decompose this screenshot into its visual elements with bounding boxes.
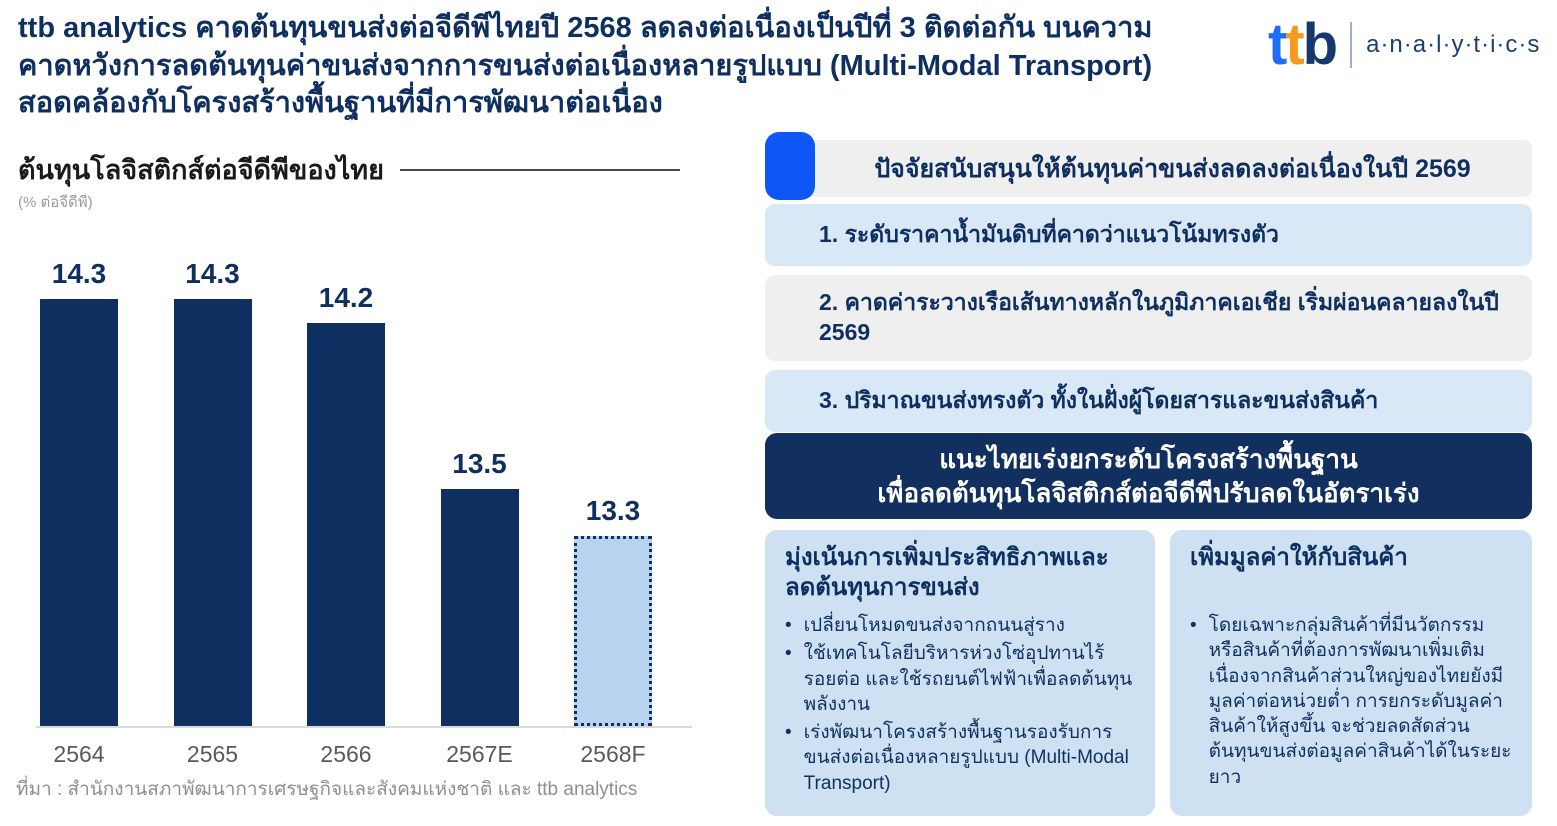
bar bbox=[307, 323, 385, 726]
page-title-line-3: สอดคล้องกับโครงสร้างพื้นฐานที่มีการพัฒนา… bbox=[18, 87, 663, 120]
factors-list: 1. ระดับราคาน้ำมันดิบที่คาดว่าแนวโน้มทรง… bbox=[765, 204, 1532, 441]
bullet-marker: • bbox=[1190, 615, 1197, 636]
bar-slot-2566: 14.2 bbox=[307, 282, 385, 726]
column-bullet-list: • เปลี่ยนโหมดขนส่งจากถนนสู่ราง • ใช้เทคโนโล… bbox=[785, 613, 1135, 796]
bar-slot-2565: 14.3 bbox=[173, 258, 252, 726]
bar-slot-2564: 14.3 bbox=[40, 258, 118, 726]
x-axis-line bbox=[36, 726, 692, 728]
bar-slot-2567E: 13.5 bbox=[440, 448, 519, 726]
bar bbox=[440, 489, 519, 726]
bullet-marker: • bbox=[785, 643, 792, 665]
bullet-item: • ใช้เทคโนโลยีบริหารห่วงโซ่อุปทานไร้รอยต่… bbox=[785, 641, 1135, 717]
x-axis-labels: 2564 2565 2566 2567E 2568F bbox=[40, 741, 652, 768]
bullet-marker: • bbox=[785, 722, 792, 744]
factor-box-3: 3. ปริมาณขนส่งทรงตัว ทั้งในฝั่งผู้โดยสาร… bbox=[765, 369, 1532, 432]
logo-analytics-text: a·n·a·l·y·t·i·c·s bbox=[1366, 31, 1541, 58]
x-axis-label: 2566 bbox=[320, 741, 372, 767]
page-title-line-2: คาดหวังการลดต้นทุนค่าขนส่งจากการขนส่งต่อ… bbox=[18, 49, 1153, 82]
bullet-text: ใช้เทคโนโลยีบริหารห่วงโซ่อุปทานไร้รอยต่อ… bbox=[803, 643, 1133, 715]
bar-forecast bbox=[574, 536, 652, 726]
bar-value-label: 13.5 bbox=[452, 448, 507, 479]
logo-divider bbox=[1350, 22, 1353, 68]
chart-subtitle: (% ต่อจีดีพี) bbox=[18, 194, 93, 211]
factor-box-2: 2. คาดค่าระวางเรือเส้นทางหลักในภูมิภาคเอ… bbox=[765, 275, 1532, 361]
column-efficiency: มุ่งเน้นการเพิ่มประสิทธิภาพและลดต้นทุนกา… bbox=[765, 530, 1155, 816]
x-axis-label: 2567E bbox=[446, 741, 513, 767]
recommendation-columns: มุ่งเน้นการเพิ่มประสิทธิภาพและลดต้นทุนกา… bbox=[765, 530, 1532, 816]
column-value-added: เพิ่มมูลค่าให้กับสินค้า • โดยเฉพาะกลุ่มสิน… bbox=[1170, 530, 1532, 816]
bar-value-label: 14.2 bbox=[318, 282, 374, 313]
bullet-marker: • bbox=[785, 615, 792, 636]
factors-header-text: ปัจจัยสนับสนุนให้ต้นทุนค่าขนส่งลดลงต่อเน… bbox=[874, 154, 1471, 183]
bar-value-label: 14.3 bbox=[51, 258, 107, 289]
bar-slot-2568F: 13.3 bbox=[574, 495, 652, 726]
blue-square-icon bbox=[765, 132, 815, 200]
ttb-letter-b: b bbox=[1302, 12, 1338, 77]
ttb-letter-t2: t bbox=[1285, 12, 1304, 77]
bar-plot: 14.3 14.3 14.2 13.5 13.3 bbox=[40, 240, 652, 726]
recommendation-banner: แนะไทยเร่งยกระดับโครงสร้างพื้นฐาน เพื่อล… bbox=[765, 433, 1532, 519]
page-title: ttb analytics คาดต้นทุนขนส่งต่อจีดีพีไทย… bbox=[18, 10, 1248, 123]
bullet-item: • โดยเฉพาะกลุ่มสินค้าที่มีนวัตกรรมหรือสิน… bbox=[1190, 613, 1512, 790]
factors-header: ปัจจัยสนับสนุนให้ต้นทุนค่าขนส่งลดลงต่อเน… bbox=[765, 132, 1532, 200]
bullet-item: • เปลี่ยนโหมดขนส่งจากถนนสู่ราง bbox=[785, 613, 1135, 638]
column-heading: เพิ่มมูลค่าให้กับสินค้า bbox=[1190, 544, 1408, 571]
page-title-line-1: ttb analytics คาดต้นทุนขนส่งต่อจีดีพีไทย… bbox=[18, 12, 1153, 44]
x-axis-label: 2564 bbox=[53, 741, 105, 767]
column-heading: มุ่งเน้นการเพิ่มประสิทธิภาพและลดต้นทุนกา… bbox=[785, 544, 1109, 601]
bullet-item: • เร่งพัฒนาโครงสร้างพื้นฐานรองรับการขนส่ง… bbox=[785, 720, 1135, 796]
recommendation-line-2: เพื่อลดต้นทุนโลจิสติกส์ต่อจีดีพีปรับลดใน… bbox=[877, 478, 1420, 508]
ttb-analytics-logo: ttb a·n·a·l·y·t·i·c·s bbox=[1268, 16, 1548, 74]
bullet-text: เปลี่ยนโหมดขนส่งจากถนนสู่ราง bbox=[803, 615, 1065, 636]
bar bbox=[173, 299, 252, 726]
bullet-text: โดยเฉพาะกลุ่มสินค้าที่มีนวัตกรรมหรือสินค… bbox=[1208, 615, 1512, 788]
x-axis-label: 2568F bbox=[580, 741, 646, 767]
column-bullet-list: • โดยเฉพาะกลุ่มสินค้าที่มีนวัตกรรมหรือสิน… bbox=[1190, 613, 1512, 790]
source-note: ที่มา : สำนักงานสภาพัฒนาการเศรษฐกิจและสั… bbox=[16, 779, 638, 800]
chart-title: ต้นทุนโลจิสติกส์ต่อจีดีพีของไทย bbox=[18, 155, 384, 185]
bullet-text: เร่งพัฒนาโครงสร้างพื้นฐานรองรับการขนส่งต… bbox=[803, 722, 1129, 794]
x-axis-label: 2565 bbox=[186, 741, 239, 767]
chart-title-row: ต้นทุนโลจิสติกส์ต่อจีดีพีของไทย bbox=[18, 148, 680, 191]
title-rule bbox=[399, 168, 680, 171]
bar-value-label: 13.3 bbox=[585, 495, 641, 526]
recommendation-line-1: แนะไทยเร่งยกระดับโครงสร้างพื้นฐาน bbox=[939, 443, 1358, 474]
factor-box-1: 1. ระดับราคาน้ำมันดิบที่คาดว่าแนวโน้มทรง… bbox=[765, 204, 1532, 266]
bar-value-label: 14.3 bbox=[185, 258, 240, 289]
bar bbox=[40, 299, 118, 726]
ttb-wordmark: ttb bbox=[1268, 16, 1338, 74]
ttb-letter-t1: t bbox=[1268, 12, 1287, 77]
